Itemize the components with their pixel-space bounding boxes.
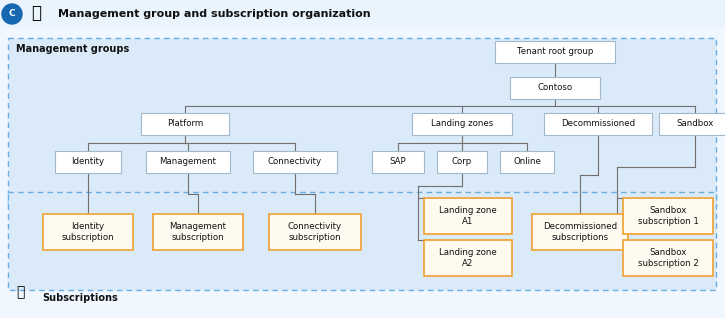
Text: Contoso: Contoso — [537, 84, 573, 93]
Text: Management group and subscription organization: Management group and subscription organi… — [58, 9, 370, 19]
Text: Platform: Platform — [167, 120, 203, 128]
FancyBboxPatch shape — [544, 113, 652, 135]
Text: Management: Management — [160, 157, 217, 167]
FancyBboxPatch shape — [412, 113, 512, 135]
Text: 🔑: 🔑 — [16, 285, 25, 299]
Circle shape — [2, 4, 22, 24]
FancyBboxPatch shape — [437, 151, 487, 173]
FancyBboxPatch shape — [55, 151, 121, 173]
Text: Online: Online — [513, 157, 541, 167]
Text: Connectivity
subscription: Connectivity subscription — [288, 222, 342, 242]
FancyBboxPatch shape — [253, 151, 337, 173]
Text: Landing zone
A2: Landing zone A2 — [439, 248, 497, 268]
Text: Connectivity: Connectivity — [268, 157, 322, 167]
Text: Landing zones: Landing zones — [431, 120, 493, 128]
FancyBboxPatch shape — [153, 214, 243, 250]
Text: 👥: 👥 — [31, 4, 41, 22]
Text: SAP: SAP — [389, 157, 406, 167]
Text: Sandbox: Sandbox — [676, 120, 713, 128]
FancyBboxPatch shape — [146, 151, 230, 173]
Text: Sandbox
subscription 2: Sandbox subscription 2 — [637, 248, 698, 268]
FancyBboxPatch shape — [424, 240, 512, 276]
Text: Decommissioned: Decommissioned — [561, 120, 635, 128]
FancyBboxPatch shape — [500, 151, 554, 173]
FancyBboxPatch shape — [269, 214, 361, 250]
FancyBboxPatch shape — [8, 192, 716, 290]
Text: Identity: Identity — [72, 157, 104, 167]
FancyBboxPatch shape — [532, 214, 628, 250]
FancyBboxPatch shape — [43, 214, 133, 250]
FancyBboxPatch shape — [372, 151, 424, 173]
Text: Tenant root group: Tenant root group — [517, 47, 593, 57]
FancyBboxPatch shape — [8, 38, 716, 206]
FancyBboxPatch shape — [141, 113, 229, 135]
FancyBboxPatch shape — [510, 77, 600, 99]
FancyBboxPatch shape — [0, 0, 725, 28]
Text: Identity
subscription: Identity subscription — [62, 222, 115, 242]
Text: C: C — [9, 10, 15, 18]
Text: Sandbox
subscription 1: Sandbox subscription 1 — [637, 206, 698, 226]
FancyBboxPatch shape — [424, 198, 512, 234]
Text: Landing zone
A1: Landing zone A1 — [439, 206, 497, 226]
Text: Decommissioned
subscriptions: Decommissioned subscriptions — [543, 222, 617, 242]
Text: Management
subscription: Management subscription — [170, 222, 226, 242]
Text: Subscriptions: Subscriptions — [42, 293, 117, 303]
FancyBboxPatch shape — [623, 240, 713, 276]
FancyBboxPatch shape — [659, 113, 725, 135]
Text: Corp: Corp — [452, 157, 472, 167]
Text: Management groups: Management groups — [16, 44, 129, 54]
FancyBboxPatch shape — [623, 198, 713, 234]
FancyBboxPatch shape — [495, 41, 615, 63]
